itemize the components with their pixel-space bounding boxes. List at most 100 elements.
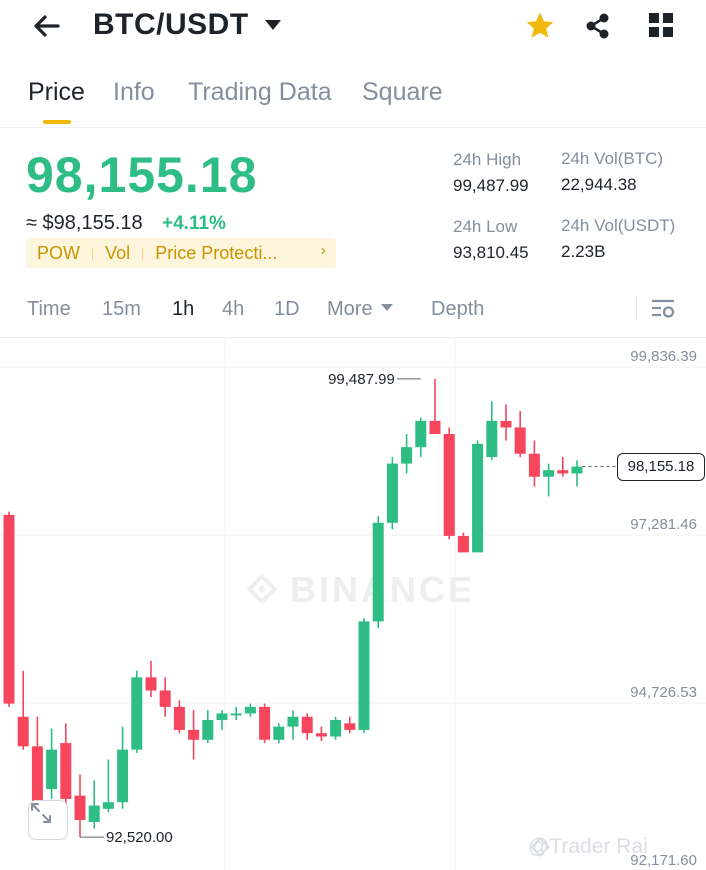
- caret-down-icon: [381, 304, 394, 312]
- candle-body: [301, 716, 313, 734]
- credit-text: @Trader Rai: [528, 835, 648, 858]
- chart-settings-icon[interactable]: [650, 296, 676, 322]
- candle-body: [330, 720, 342, 737]
- binance-watermark: BINANCE: [246, 569, 472, 610]
- divider: [636, 296, 637, 320]
- tab-info[interactable]: Info: [113, 78, 155, 106]
- timeframe-time[interactable]: Time: [27, 298, 71, 320]
- candle-body: [188, 729, 200, 740]
- tag-price-protection[interactable]: Price Protecti...: [155, 242, 278, 263]
- tab-trading-data[interactable]: Trading Data: [188, 78, 332, 106]
- star-icon[interactable]: [524, 10, 556, 42]
- candle-body: [500, 420, 512, 428]
- price-axis-tick-label: 94,726.53: [630, 684, 697, 701]
- timeframe-more-label: More: [327, 298, 373, 320]
- chart-canvas[interactable]: BINANCE 99,836.39 97,281.46 94,726.53 92,17…: [0, 338, 706, 870]
- tab-square[interactable]: Square: [362, 78, 443, 106]
- price-axis-tick-label: 99,836.39: [630, 348, 697, 365]
- candle-body: [315, 733, 327, 737]
- candle-body: [372, 522, 384, 622]
- candles: [3, 378, 583, 838]
- tag-strip[interactable]: POW | Vol | Price Protecti... ›: [26, 238, 336, 268]
- candle-body: [415, 420, 427, 448]
- timeframe-4h[interactable]: 4h: [222, 298, 245, 320]
- candle-body: [571, 466, 583, 474]
- grid-menu-icon[interactable]: [646, 10, 676, 40]
- stat-24h-low-value: 93,810.45: [453, 243, 529, 262]
- candle-body: [273, 726, 285, 740]
- chevron-right-icon[interactable]: ›: [320, 242, 326, 259]
- candle-body: [514, 427, 526, 454]
- stat-24h-vol-btc-value: 22,944.38: [561, 175, 637, 194]
- price-axis-tick-label: 92,171.60: [630, 852, 697, 869]
- candle-body: [457, 535, 469, 553]
- timeframe-more[interactable]: More: [327, 298, 394, 321]
- pair-title[interactable]: BTC/USDT: [93, 8, 249, 41]
- candle-body: [344, 723, 356, 730]
- watermark-credit: @Trader Rai: [528, 835, 648, 859]
- candle-body: [216, 713, 228, 721]
- candle-body: [401, 447, 413, 464]
- current-price-tag: 98,155.18: [617, 452, 705, 481]
- candle-body: [386, 463, 398, 523]
- back-button[interactable]: [28, 8, 64, 44]
- candle-body: [543, 470, 555, 477]
- high-marker-label: 99,487.99: [328, 371, 395, 388]
- price-change-percent: +4.11%: [162, 213, 226, 234]
- arrow-left-icon: [34, 15, 60, 37]
- candle-body: [429, 420, 441, 435]
- candle-body: [472, 443, 484, 553]
- timeframe-1d[interactable]: 1D: [274, 298, 300, 320]
- caret-down-icon[interactable]: [264, 18, 282, 32]
- stat-24h-high-label: 24h High: [453, 150, 522, 169]
- candle-body: [159, 690, 171, 707]
- price-axis-tick-label: 97,281.46: [630, 516, 697, 533]
- candle-body: [528, 453, 540, 477]
- depth-chart-tab[interactable]: Depth: [431, 298, 485, 320]
- share-icon[interactable]: [582, 10, 614, 42]
- binance-logo-icon: [246, 573, 278, 605]
- candle-body: [259, 706, 271, 740]
- stat-24h-vol-btc-label: 24h Vol(BTC): [561, 149, 664, 168]
- active-tab-indicator: [43, 120, 71, 124]
- candle-body: [486, 420, 498, 458]
- tag-pow[interactable]: POW: [37, 242, 80, 263]
- tag-separator: |: [91, 246, 95, 260]
- candle-body: [230, 713, 242, 716]
- candlestick-chart[interactable]: BINANCE 99,836.39 97,281.46 94,726.53 92,17…: [0, 337, 706, 870]
- tag-vol[interactable]: Vol: [105, 242, 131, 263]
- timeframe-1h[interactable]: 1h: [172, 298, 195, 320]
- fiat-price: ≈ $98,155.18: [26, 212, 143, 235]
- stat-24h-low-label: 24h Low: [453, 217, 518, 236]
- timeframe-15m[interactable]: 15m: [102, 298, 141, 320]
- candle-body: [145, 677, 157, 691]
- expand-chart-button[interactable]: [28, 800, 68, 840]
- candle-body: [557, 470, 569, 474]
- low-marker-label: 92,520.00: [106, 829, 173, 846]
- candle-body: [60, 743, 72, 799]
- candle-body: [358, 621, 370, 730]
- timeframe-bar: Time 15m 1h 4h 1D More Depth: [0, 290, 706, 330]
- high-low-markers: 99,487.99 92,520.00: [80, 371, 617, 846]
- tab-price[interactable]: Price: [28, 78, 85, 106]
- candle-body: [31, 746, 43, 813]
- last-price: 98,155.18: [26, 147, 258, 203]
- candle-body: [117, 749, 129, 803]
- candle-body: [244, 706, 256, 714]
- candle-body: [3, 514, 15, 704]
- candle-body: [443, 434, 455, 536]
- candle-body: [88, 805, 100, 822]
- expand-arrows-icon: [31, 803, 51, 823]
- binance-logo-icon: [530, 837, 550, 857]
- candle-body: [202, 720, 214, 740]
- stat-24h-vol-usdt-value: 2.23B: [561, 242, 606, 261]
- candle-body: [74, 795, 86, 820]
- price-axis: 99,836.39 97,281.46 94,726.53 92,171.60: [630, 348, 697, 869]
- stat-24h-high-value: 99,487.99: [453, 176, 529, 195]
- fiat-price-value: $98,155.18: [42, 212, 143, 234]
- candle-body: [17, 716, 29, 747]
- tag-separator: |: [141, 246, 145, 260]
- candle-body: [46, 749, 58, 790]
- candle-body: [102, 802, 114, 809]
- candle-body: [131, 677, 143, 750]
